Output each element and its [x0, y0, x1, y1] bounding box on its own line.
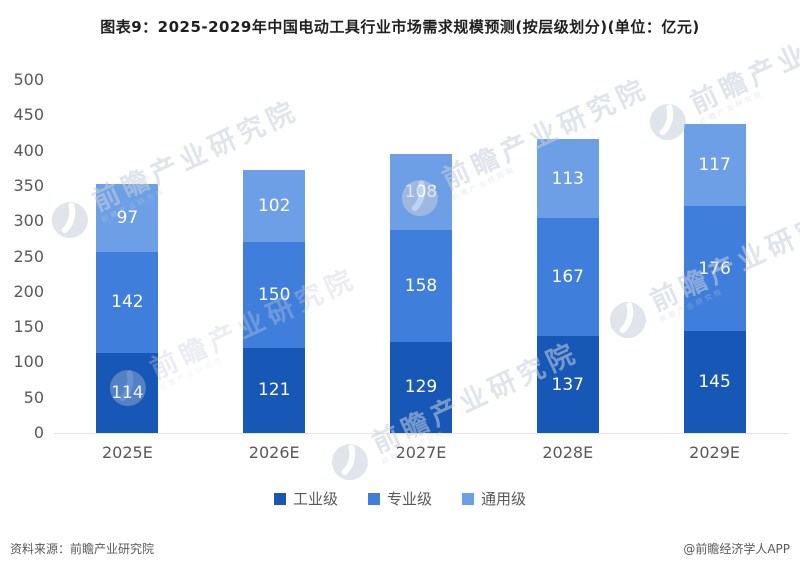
x-tick-label: 2029E	[689, 443, 740, 462]
bar-slot-2028E: 137 167 113	[494, 80, 641, 433]
stacked-bar-2029E: 145 176 117	[683, 123, 746, 433]
bar-segment-工业级: 129	[389, 341, 452, 433]
plot-area: 114 142 97 121 150 102 129 158 108 137 167 113 145 17…	[54, 80, 788, 434]
bar-segment-通用级: 117	[683, 123, 746, 207]
bar-segment-通用级: 108	[389, 154, 452, 231]
bar-segment-通用级: 102	[243, 169, 306, 242]
segment-value-label: 137	[551, 374, 584, 395]
x-tick-label: 2026E	[248, 443, 300, 462]
segment-value-label: 167	[551, 267, 584, 288]
segment-value-label: 108	[404, 182, 438, 203]
legend-swatch	[462, 492, 474, 505]
segment-value-label: 114	[111, 382, 144, 403]
segment-value-label: 176	[698, 258, 731, 279]
y-tick-label: 500	[13, 70, 44, 89]
y-tick-label: 0	[33, 423, 44, 442]
segment-value-label: 97	[116, 208, 139, 229]
segment-value-label: 102	[257, 195, 291, 216]
bar-segment-工业级: 121	[243, 347, 306, 433]
x-tick-label: 2025E	[101, 443, 153, 462]
footer: 资料来源：前瞻产业研究院 @前瞻经济学人APP	[10, 540, 790, 557]
y-tick-label: 100	[13, 352, 44, 372]
bar-segment-通用级: 113	[536, 138, 599, 219]
stacked-bar-2025E: 114 142 97	[96, 183, 159, 433]
bar-segment-工业级: 145	[683, 330, 746, 433]
y-tick-label: 200	[13, 281, 44, 301]
chart-body: 0 50 100 150 200 250 300 350 400 450 500 114 142 97 1…	[6, 70, 788, 442]
legend-swatch	[273, 492, 286, 505]
copyright-note: @前瞻经济学人APP	[683, 542, 790, 556]
segment-value-label: 158	[404, 276, 438, 297]
x-tick-label: 2028E	[542, 443, 594, 462]
bar-segment-专业级: 150	[243, 241, 306, 348]
y-axis: 0 50 100 150 200 250 300 350 400 450 500	[6, 70, 54, 442]
segment-value-label: 113	[551, 168, 584, 189]
legend-item-通用级: 通用级	[462, 488, 526, 509]
bar-segment-工业级: 114	[96, 352, 159, 433]
segment-value-label: 142	[111, 292, 144, 313]
segment-value-label: 145	[698, 371, 731, 392]
y-tick-label: 250	[13, 246, 44, 266]
source-note: 资料来源：前瞻产业研究院	[10, 542, 155, 556]
segment-value-label: 117	[698, 155, 731, 176]
y-tick-label: 400	[13, 140, 44, 160]
y-tick-label: 450	[13, 105, 44, 125]
bar-segment-专业级: 142	[96, 252, 159, 353]
legend-item-专业级: 专业级	[367, 488, 432, 509]
stacked-bar-2027E: 129 158 108	[389, 154, 452, 433]
x-tick-label: 2027E	[395, 443, 447, 462]
y-tick-label: 350	[13, 175, 44, 195]
bar-segment-专业级: 158	[389, 230, 452, 342]
legend-swatch	[367, 492, 380, 505]
bar-slot-2026E: 121 150 102	[201, 80, 348, 433]
legend-label: 专业级	[386, 490, 432, 508]
segment-value-label: 129	[404, 377, 438, 398]
stacked-bar-2028E: 137 167 113	[536, 138, 599, 433]
legend-label: 通用级	[481, 490, 527, 508]
bar-slot-2025E: 114 142 97	[54, 80, 201, 433]
y-tick-label: 150	[13, 317, 44, 337]
bar-segment-通用级: 97	[96, 183, 159, 253]
chart-title: 图表9：2025-2029年中国电动工具行业市场需求规模预测(按层级划分)(单位…	[100, 18, 700, 36]
bar-segment-专业级: 167	[536, 218, 599, 337]
stacked-bar-2026E: 121 150 102	[243, 169, 306, 433]
bar-slot-2027E: 129 158 108	[348, 80, 495, 433]
bars-container: 114 142 97 121 150 102 129 158 108 137 167 113 145 17…	[54, 80, 788, 433]
bar-slot-2029E: 145 176 117	[641, 80, 788, 433]
x-axis-labels: 2025E 2026E 2027E 2028E 2029E	[54, 443, 788, 462]
bar-segment-工业级: 137	[536, 336, 599, 433]
legend-label: 工业级	[292, 490, 338, 508]
segment-value-label: 150	[257, 284, 291, 305]
y-tick-label: 300	[13, 211, 44, 231]
legend: 工业级 专业级 通用级	[0, 488, 800, 509]
segment-value-label: 121	[257, 380, 291, 401]
y-tick-label: 50	[23, 387, 44, 407]
bar-segment-专业级: 176	[683, 206, 746, 331]
legend-item-工业级: 工业级	[273, 488, 338, 509]
